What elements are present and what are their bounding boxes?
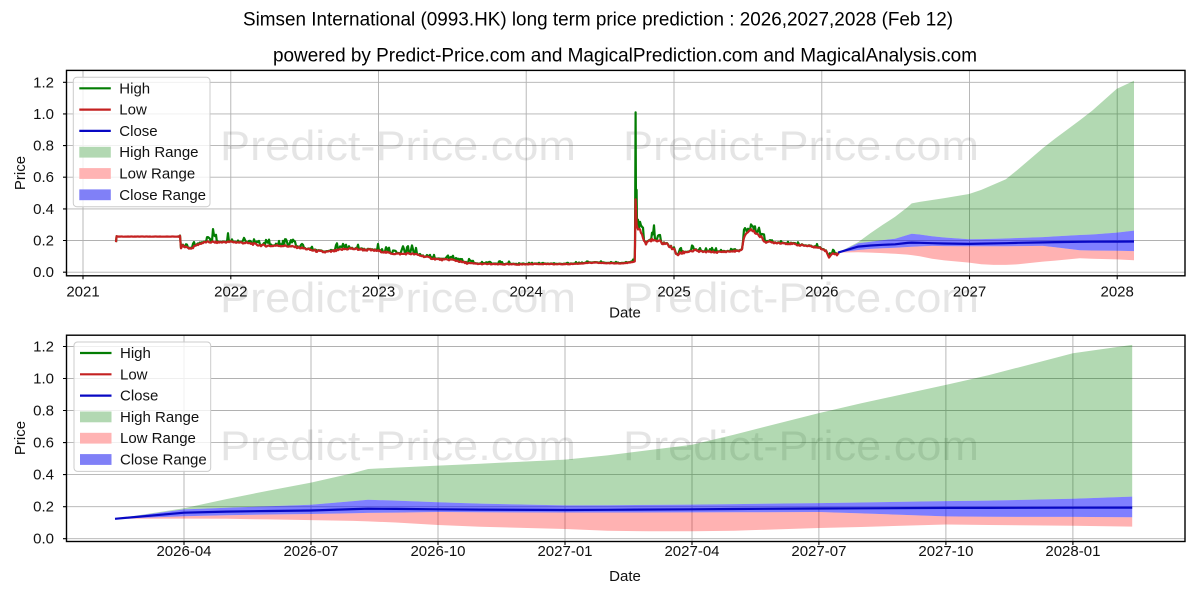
svg-text:High Range: High Range xyxy=(119,144,198,161)
svg-text:powered by Predict-Price.com a: powered by Predict-Price.com and Magical… xyxy=(273,46,977,67)
svg-text:0.0: 0.0 xyxy=(33,531,54,548)
svg-text:2021: 2021 xyxy=(66,284,99,301)
svg-text:1.0: 1.0 xyxy=(33,106,54,123)
svg-text:Low: Low xyxy=(119,102,147,119)
svg-text:Predict-Price.com: Predict-Price.com xyxy=(623,122,979,169)
svg-text:High Range: High Range xyxy=(120,409,199,426)
svg-text:2028-01: 2028-01 xyxy=(1045,543,1100,560)
svg-text:Close: Close xyxy=(120,388,158,405)
svg-text:2027-04: 2027-04 xyxy=(664,543,719,560)
svg-text:Predict-Price.com: Predict-Price.com xyxy=(220,422,576,469)
svg-text:2028: 2028 xyxy=(1101,284,1134,301)
svg-text:Price: Price xyxy=(12,421,29,455)
svg-text:Simsen International (0993.HK): Simsen International (0993.HK) long term… xyxy=(243,10,953,31)
svg-text:Predict-Price.com: Predict-Price.com xyxy=(220,122,576,169)
svg-text:1.2: 1.2 xyxy=(33,339,54,356)
svg-text:Price: Price xyxy=(12,156,29,190)
svg-text:Predict-Price.com: Predict-Price.com xyxy=(623,274,979,321)
svg-text:1.2: 1.2 xyxy=(33,74,54,91)
svg-text:2024: 2024 xyxy=(510,284,543,301)
svg-text:2026-07: 2026-07 xyxy=(283,543,338,560)
svg-text:0.4: 0.4 xyxy=(33,201,54,218)
svg-text:2025: 2025 xyxy=(657,284,690,301)
svg-text:2027-07: 2027-07 xyxy=(791,543,846,560)
svg-text:2023: 2023 xyxy=(362,284,395,301)
svg-text:0.8: 0.8 xyxy=(33,138,54,155)
svg-text:2027-10: 2027-10 xyxy=(918,543,973,560)
svg-text:Predict-Price.com: Predict-Price.com xyxy=(220,274,576,321)
svg-text:2026-04: 2026-04 xyxy=(156,543,211,560)
svg-text:2027-01: 2027-01 xyxy=(537,543,592,560)
svg-text:1.0: 1.0 xyxy=(33,371,54,388)
svg-text:Close Range: Close Range xyxy=(120,452,207,469)
svg-text:0.2: 0.2 xyxy=(33,233,54,250)
svg-text:Date: Date xyxy=(609,568,641,585)
svg-text:Predict-Price.com: Predict-Price.com xyxy=(623,422,979,469)
svg-text:2026: 2026 xyxy=(805,284,838,301)
svg-text:0.8: 0.8 xyxy=(33,403,54,420)
svg-text:Close: Close xyxy=(119,123,157,140)
svg-text:Low: Low xyxy=(120,366,148,383)
svg-text:0.0: 0.0 xyxy=(33,264,54,281)
svg-text:High: High xyxy=(119,80,150,97)
svg-text:2026-10: 2026-10 xyxy=(410,543,465,560)
svg-text:0.6: 0.6 xyxy=(33,169,54,186)
svg-text:0.4: 0.4 xyxy=(33,467,54,484)
svg-text:2022: 2022 xyxy=(214,284,247,301)
svg-text:Close Range: Close Range xyxy=(119,187,206,204)
svg-text:0.6: 0.6 xyxy=(33,435,54,452)
svg-text:High: High xyxy=(120,345,151,362)
svg-text:0.2: 0.2 xyxy=(33,499,54,516)
svg-text:2027: 2027 xyxy=(953,284,986,301)
svg-text:Low Range: Low Range xyxy=(119,166,195,183)
svg-text:Low Range: Low Range xyxy=(120,430,196,447)
svg-text:Date: Date xyxy=(609,305,641,322)
